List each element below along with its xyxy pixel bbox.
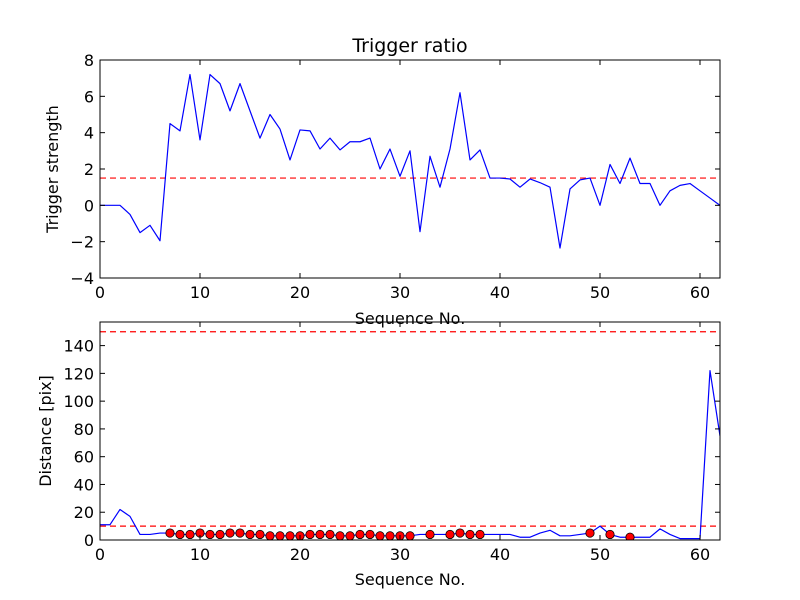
trigger-ratio-chart: Trigger ratio 0 10 20 30 40 50 60 −4 −2 0 2 4 6 8 Seq… — [43, 35, 721, 328]
distance-marker-point — [325, 529, 335, 540]
distance-marker-point — [445, 529, 455, 540]
distance-y-tick-label: 100 — [63, 392, 94, 411]
distance-marker-point — [345, 531, 355, 540]
distance-marker-point — [165, 528, 175, 538]
distance-marker-point — [305, 529, 315, 540]
trigger-x-tick-label: 50 — [590, 283, 610, 302]
trigger-y-tick-label: 0 — [84, 196, 94, 215]
distance-marker-point — [215, 529, 225, 540]
trigger-y-tick-label: 6 — [84, 87, 94, 106]
distance-marker-point — [585, 528, 595, 538]
distance-y-tick-label: 60 — [74, 448, 94, 467]
chart-title: Trigger ratio — [351, 35, 467, 57]
distance-marker-point — [265, 531, 275, 540]
trigger-y-tick-label: 4 — [84, 124, 94, 143]
distance-chart-ticks: 0 10 20 30 40 50 60 0 20 40 60 80 100 120 140 — [63, 322, 720, 564]
distance-marker-point — [625, 532, 635, 540]
distance-x-tick-label: 30 — [390, 545, 410, 564]
distance-marker-point — [275, 531, 285, 540]
distance-x-tick-label: 0 — [95, 545, 105, 564]
distance-y-tick-label: 0 — [84, 531, 94, 550]
distance-plot-frame — [99, 321, 721, 541]
trigger-x-tick-label: 30 — [390, 283, 410, 302]
distance-marker-point — [335, 531, 345, 540]
trigger-x-tick-label: 40 — [490, 283, 510, 302]
distance-marker-point — [315, 529, 325, 540]
trigger-chart-ticks: 0 10 20 30 40 50 60 −4 −2 0 2 4 6 8 — [70, 51, 720, 302]
distance-x-axis-label: Sequence No. — [355, 570, 466, 589]
distance-marker-point — [205, 529, 215, 540]
distance-marker-point — [385, 531, 395, 540]
distance-marker-point — [285, 531, 295, 540]
distance-marker-point — [475, 529, 485, 540]
distance-x-tick-label: 20 — [290, 545, 310, 564]
trigger-y-tick-label: −2 — [70, 233, 94, 252]
trigger-x-axis-label: Sequence No. — [355, 309, 466, 328]
trigger-x-tick-label: 10 — [190, 283, 210, 302]
distance-x-tick-label: 60 — [690, 545, 710, 564]
distance-marker-point — [225, 528, 235, 538]
distance-y-tick-label: 80 — [74, 420, 94, 439]
distance-marker-point — [185, 529, 195, 540]
distance-marker-point — [465, 529, 475, 540]
distance-marker-point — [455, 528, 465, 538]
distance-marker-point — [605, 529, 615, 540]
trigger-chart-marks — [100, 73, 720, 249]
distance-marker-point — [255, 529, 265, 540]
distance-marker-point — [175, 529, 185, 540]
distance-marker-point — [425, 529, 435, 540]
distance-y-tick-label: 40 — [74, 475, 94, 494]
distance-x-tick-label: 40 — [490, 545, 510, 564]
distance-chart: 0 10 20 30 40 50 60 0 20 40 60 80 100 120 140 Sequence… — [36, 321, 721, 589]
trigger-x-tick-label: 60 — [690, 283, 710, 302]
trigger-y-tick-label: 2 — [84, 160, 94, 179]
distance-marker-point — [365, 529, 375, 540]
distance-marker-point — [355, 529, 365, 540]
distance-x-tick-label: 50 — [590, 545, 610, 564]
distance-marker-point — [375, 531, 385, 540]
distance-y-tick-label: 120 — [63, 364, 94, 383]
trigger-x-tick-label: 0 — [95, 283, 105, 302]
distance-y-tick-label: 20 — [74, 503, 94, 522]
trigger-y-tick-label: −4 — [70, 269, 94, 288]
trigger-y-tick-label: 8 — [84, 51, 94, 70]
trigger-y-axis-label: Trigger strength — [43, 105, 62, 234]
distance-y-axis-label: Distance [pix] — [36, 375, 55, 487]
trigger-series-line-0 — [100, 73, 720, 249]
distance-marker-point — [235, 528, 245, 538]
distance-x-tick-label: 10 — [190, 545, 210, 564]
trigger-clipped-area — [100, 73, 720, 249]
trigger-x-tick-label: 20 — [290, 283, 310, 302]
distance-marker-point — [245, 529, 255, 540]
distance-y-tick-label: 140 — [63, 337, 94, 356]
distance-marker-point — [405, 531, 415, 540]
